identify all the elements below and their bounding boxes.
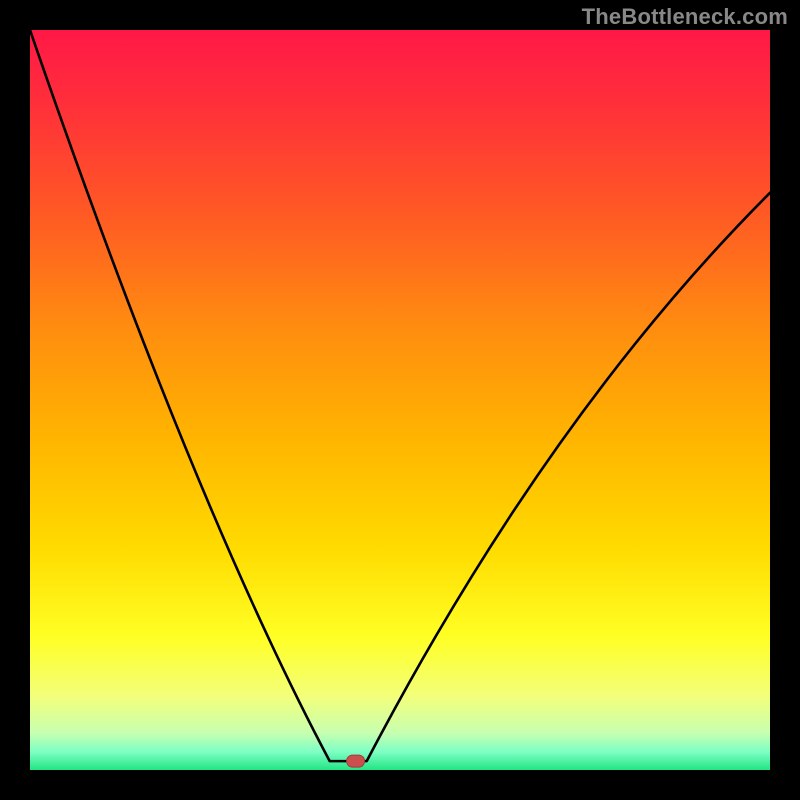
optimum-marker	[347, 755, 365, 767]
chart-svg	[30, 30, 770, 770]
gradient-background	[30, 30, 770, 770]
chart-container: TheBottleneck.com	[0, 0, 800, 800]
watermark-text: TheBottleneck.com	[582, 4, 788, 30]
plot-area	[30, 30, 770, 770]
